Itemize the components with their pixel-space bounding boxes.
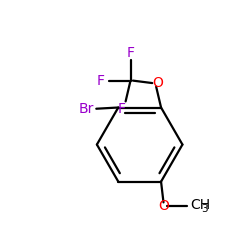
Text: CH: CH — [190, 198, 210, 212]
Text: F: F — [126, 46, 134, 60]
Text: 3: 3 — [202, 204, 208, 214]
Text: O: O — [158, 199, 169, 213]
Text: F: F — [97, 74, 105, 88]
Text: O: O — [152, 76, 163, 90]
Text: Br: Br — [79, 102, 94, 116]
Text: F: F — [118, 102, 126, 116]
